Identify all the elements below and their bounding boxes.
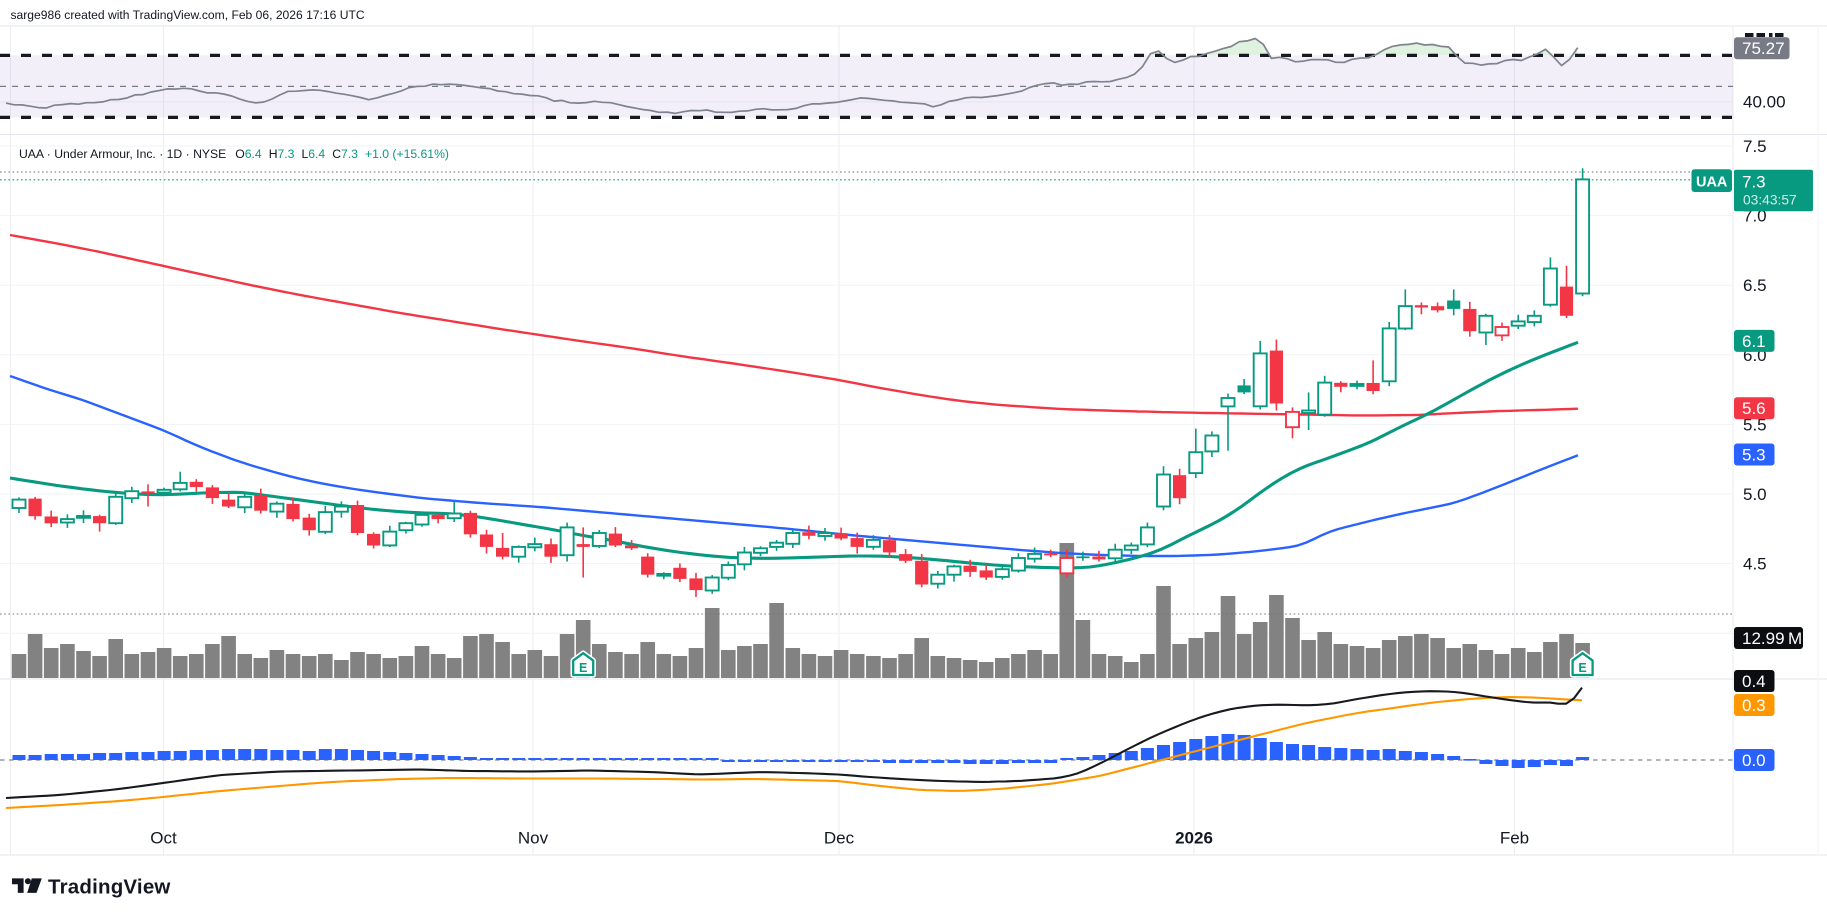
svg-text:0.3: 0.3 [1742, 696, 1766, 715]
svg-text:sarge986 created with TradingV: sarge986 created with TradingView.com, F… [11, 8, 365, 22]
svg-text:6.1: 6.1 [1742, 332, 1766, 351]
svg-text:6.5: 6.5 [1743, 276, 1767, 295]
svg-text:E: E [579, 661, 587, 675]
svg-text:UAA: UAA [1696, 175, 1728, 191]
svg-text:03:43:57: 03:43:57 [1743, 193, 1797, 208]
svg-text:5.6: 5.6 [1742, 399, 1766, 418]
svg-text:Feb: Feb [1500, 829, 1529, 848]
svg-text:TradingView: TradingView [48, 875, 171, 898]
svg-text:40.00: 40.00 [1743, 93, 1786, 112]
svg-text:0.0: 0.0 [1742, 751, 1766, 770]
svg-text:5.5: 5.5 [1743, 415, 1767, 434]
svg-text:Nov: Nov [518, 829, 549, 848]
svg-text:4.5: 4.5 [1743, 555, 1767, 574]
svg-text:0.4: 0.4 [1742, 672, 1766, 691]
svg-text:12.99 M: 12.99 M [1742, 629, 1802, 648]
svg-text:5.3: 5.3 [1742, 446, 1766, 465]
svg-text:E: E [1578, 661, 1586, 675]
svg-text:75.27: 75.27 [1742, 39, 1785, 58]
svg-text:7.3: 7.3 [1742, 172, 1766, 191]
svg-text:Oct: Oct [150, 829, 177, 848]
svg-text:Dec: Dec [824, 829, 855, 848]
svg-text:7.5: 7.5 [1743, 137, 1767, 156]
svg-text:2026: 2026 [1175, 829, 1213, 848]
svg-text:7.0: 7.0 [1743, 207, 1767, 226]
svg-text:5.0: 5.0 [1743, 485, 1767, 504]
